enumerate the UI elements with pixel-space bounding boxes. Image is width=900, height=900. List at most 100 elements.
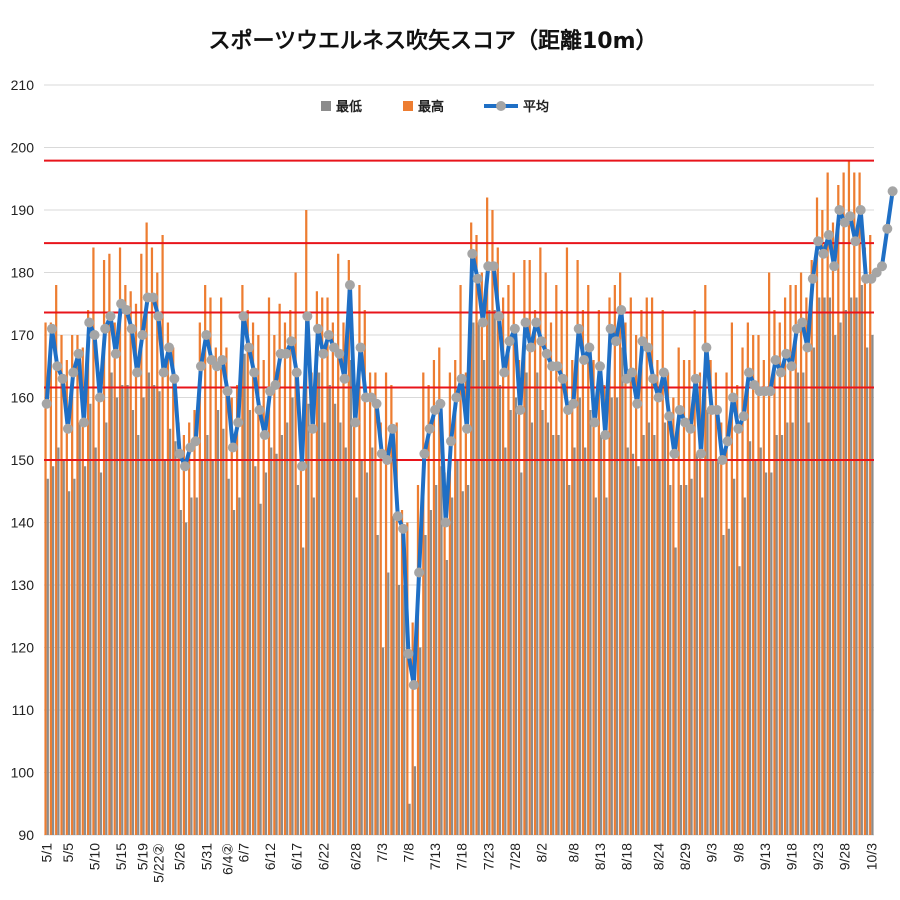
average-point	[674, 405, 685, 415]
y-tick-label: 210	[11, 77, 35, 93]
average-point	[477, 317, 488, 328]
x-tick-label: 9/23	[810, 843, 826, 870]
average-point	[845, 211, 856, 222]
max-bar	[363, 310, 366, 835]
average-point	[78, 417, 89, 428]
average-point	[605, 323, 616, 334]
average-point	[164, 342, 175, 353]
max-bar	[773, 310, 776, 835]
average-point	[233, 417, 244, 428]
min-bar	[605, 497, 608, 835]
y-tick-label: 130	[11, 577, 35, 593]
max-bar	[629, 297, 632, 835]
x-axis-tick-labels: 5/1 5/5 5/10 5/15 5/19 5/22② 5/26 5/31 6/4② 6/7 6/…	[39, 843, 880, 883]
min-bar	[764, 472, 768, 835]
max-bar	[581, 310, 585, 835]
max-bar	[347, 260, 350, 835]
max-bar	[374, 372, 377, 835]
max-bar	[831, 222, 835, 835]
max-bar	[725, 372, 728, 835]
max-bar	[172, 347, 175, 835]
average-point	[238, 311, 249, 322]
max-bar	[464, 372, 467, 835]
min-bar	[871, 335, 874, 835]
min-bar	[578, 397, 581, 835]
average-point	[642, 342, 653, 353]
min-bar	[498, 385, 502, 835]
average-point	[728, 392, 739, 403]
average-point	[456, 373, 467, 384]
max-bar	[315, 291, 319, 835]
average-point	[414, 567, 425, 578]
average-point	[419, 448, 430, 459]
average-point	[589, 417, 600, 428]
x-tick-label: 8/13	[592, 843, 608, 870]
average-point	[403, 648, 414, 659]
max-bar	[821, 210, 824, 835]
max-bar	[650, 297, 654, 835]
average-point	[158, 367, 169, 378]
max-bar	[443, 472, 446, 835]
max-bar	[113, 322, 116, 835]
average-point	[493, 311, 504, 322]
min-bar	[158, 391, 161, 835]
average-point	[488, 261, 499, 272]
average-point	[829, 261, 840, 272]
max-bar	[60, 335, 63, 835]
min-bar	[323, 422, 326, 835]
max-bar	[592, 360, 595, 835]
average-point	[355, 342, 366, 353]
max-bar	[124, 285, 127, 835]
average-point	[121, 305, 132, 315]
min-bar	[850, 297, 853, 835]
min-bar	[536, 372, 539, 835]
min-bar	[647, 422, 651, 835]
min-bar	[685, 485, 688, 835]
max-bar	[358, 285, 361, 835]
y-tick-label: 170	[11, 327, 35, 343]
x-tick-label: 9/28	[837, 843, 853, 870]
min-bar	[626, 447, 629, 835]
x-tick-label: 5/26	[172, 843, 188, 870]
max-bar	[533, 310, 537, 835]
min-bar	[557, 435, 560, 835]
max-bar	[86, 310, 90, 835]
max-bar	[289, 310, 292, 835]
average-point	[52, 361, 63, 372]
x-tick-label: 7/8	[400, 843, 416, 863]
min-bar	[796, 372, 800, 835]
max-bar	[129, 291, 132, 835]
min-bar	[131, 410, 135, 835]
max-bar	[459, 285, 462, 835]
min-bar	[717, 460, 720, 835]
min-bar	[839, 322, 842, 835]
max-bar	[539, 247, 542, 835]
x-tick-label: 9/8	[730, 843, 746, 863]
max-bar	[847, 160, 851, 835]
y-tick-label: 190	[11, 202, 35, 218]
max-bar	[262, 360, 265, 835]
x-tick-label: 5/31	[198, 843, 214, 870]
min-bar	[137, 435, 140, 835]
max-bar	[794, 285, 797, 835]
max-bar	[283, 322, 287, 835]
min-bar	[669, 485, 672, 835]
average-point	[557, 373, 568, 384]
average-point	[259, 430, 270, 440]
min-bar	[429, 510, 432, 835]
average-point	[594, 361, 605, 372]
max-bar	[805, 297, 808, 835]
min-bar	[286, 422, 289, 835]
min-bar	[89, 403, 92, 835]
max-bar	[299, 422, 303, 835]
max-bar	[863, 247, 867, 835]
average-point	[509, 323, 520, 334]
min-bar	[190, 497, 193, 835]
min-bar	[451, 497, 454, 835]
y-tick-label: 150	[11, 452, 35, 468]
max-bar	[507, 285, 510, 835]
max-bar	[448, 372, 452, 835]
average-point	[94, 392, 105, 403]
min-bar	[780, 435, 784, 835]
min-bar	[67, 491, 71, 835]
